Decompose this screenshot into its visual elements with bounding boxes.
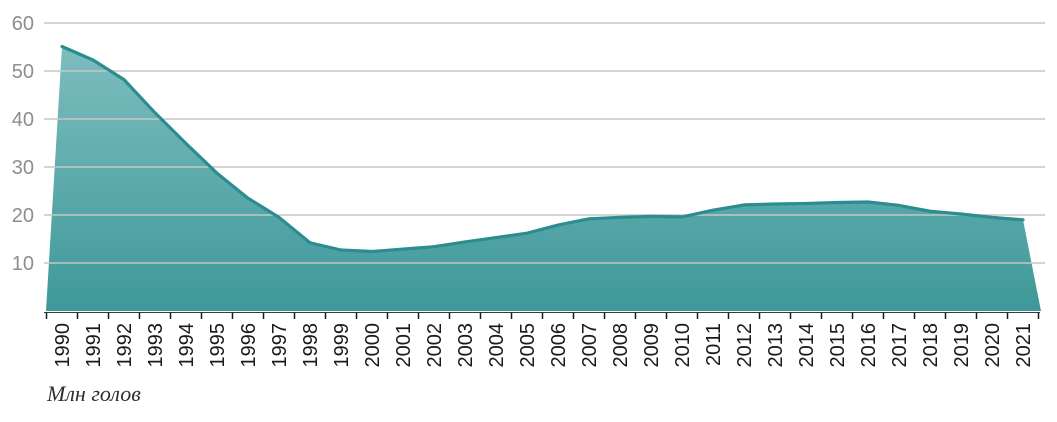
x-tick-label: 2013 [765,323,787,368]
y-tick-label: 10 [12,253,34,275]
x-tick-label: 1990 [52,323,74,368]
x-tick-label: 1991 [83,323,105,368]
x-tick-label: 2016 [858,323,880,368]
x-tick-label: 2002 [424,323,446,368]
x-tick-label: 2011 [703,323,725,366]
x-tick-label: 2012 [734,323,756,368]
y-tick-label: 50 [12,61,34,83]
x-tick-label: 1997 [269,323,291,368]
x-tick-label: 2009 [641,323,663,368]
x-tick-label: 2008 [610,323,632,368]
x-tick-label: 2021 [1013,323,1035,368]
x-tick-label: 1994 [176,323,198,368]
x-tick-label: 2007 [579,323,601,368]
x-tick-label: 2020 [982,323,1004,368]
x-tick-label: 2015 [827,323,849,368]
x-tick-label: 2010 [672,323,694,368]
x-tick-label: 2001 [393,323,415,368]
x-tick-label: 1993 [145,323,167,368]
x-tick-label: 2003 [455,323,477,368]
x-tick-label: 2019 [951,323,973,368]
x-tick-label: 1995 [207,323,229,368]
y-tick-label: 40 [12,109,34,131]
area-fill [46,46,1041,311]
y-tick-label: 20 [12,205,34,227]
x-tick-label: 2005 [517,323,539,368]
x-tick-label: 2018 [920,323,942,368]
series-line [60,44,1025,254]
x-tick-label: 2006 [548,323,570,368]
x-tick-label: 2004 [486,323,508,368]
x-tick-label: 2014 [796,323,818,368]
x-tick-label: 2000 [362,323,384,368]
x-tick-label: 2017 [889,323,911,368]
y-tick-label: 30 [12,157,34,179]
x-tick-label: 1996 [238,323,260,368]
x-tick-label: 1998 [300,323,322,368]
x-tick-label: 1999 [331,323,353,368]
x-tick-label: 1992 [114,323,136,368]
units-caption: Млн голов [47,381,141,406]
y-tick-label: 60 [12,13,34,35]
